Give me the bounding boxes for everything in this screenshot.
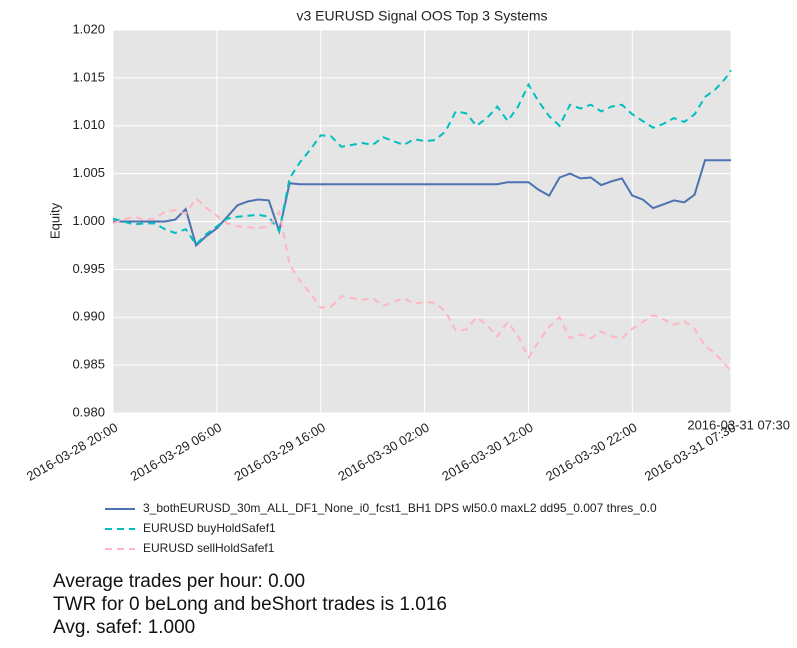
x-tick-label: 2016-03-30 22:00 bbox=[543, 420, 639, 484]
y-tick-label: 1.000 bbox=[72, 213, 105, 228]
y-tick-label: 0.990 bbox=[72, 309, 105, 324]
y-tick-label: 0.995 bbox=[72, 261, 105, 276]
y-axis-label: Equity bbox=[47, 202, 62, 239]
chart-title: v3 EURUSD Signal OOS Top 3 Systems bbox=[296, 8, 547, 24]
x-tick-label: 2016-03-30 12:00 bbox=[439, 420, 535, 484]
annotation: TWR for 0 beLong and beShort trades is 1… bbox=[53, 594, 447, 615]
y-tick-label: 1.005 bbox=[72, 165, 105, 180]
legend-label: 3_bothEURUSD_30m_ALL_DF1_None_i0_fcst1_B… bbox=[143, 501, 657, 515]
x-tick-label: 2016-03-30 02:00 bbox=[335, 420, 431, 484]
legend-label: EURUSD buyHoldSafef1 bbox=[143, 521, 276, 535]
x-tick-label: 2016-03-31 07:30 bbox=[687, 417, 790, 432]
series-line bbox=[113, 159, 731, 248]
x-tick-label: 2016-03-29 16:00 bbox=[232, 420, 328, 484]
y-tick-label: 0.985 bbox=[72, 357, 105, 372]
series-line bbox=[112, 69, 732, 247]
series-line bbox=[112, 196, 732, 373]
legend-label: EURUSD sellHoldSafef1 bbox=[143, 541, 275, 555]
y-tick-label: 1.010 bbox=[72, 117, 105, 132]
y-tick-label: 1.015 bbox=[72, 69, 105, 84]
x-tick-label: 2016-03-29 06:00 bbox=[128, 420, 224, 484]
annotation: Avg. safef: 1.000 bbox=[53, 617, 195, 638]
annotation: Average trades per hour: 0.00 bbox=[53, 571, 305, 592]
y-tick-label: 0.980 bbox=[72, 404, 105, 419]
y-tick-label: 1.020 bbox=[72, 21, 105, 36]
x-tick-label: 2016-03-28 20:00 bbox=[24, 420, 120, 484]
